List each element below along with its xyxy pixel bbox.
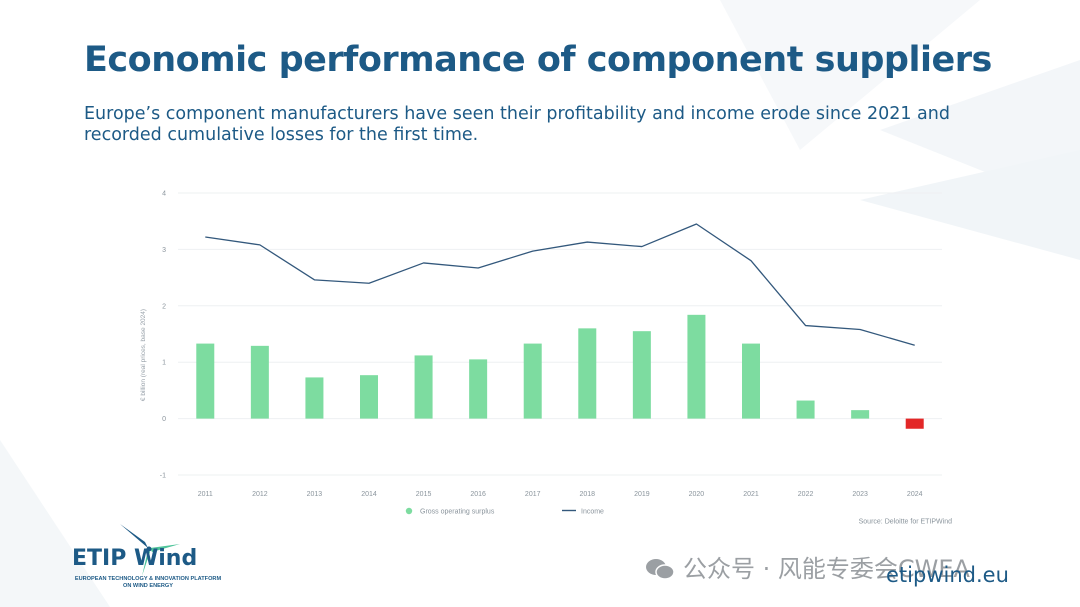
watermark: 公众号 · 风能专委会CWEA <box>645 549 970 584</box>
bar-2018 <box>578 328 597 419</box>
x-tick-label: 2024 <box>907 491 923 498</box>
x-tick-label: 2018 <box>579 491 595 498</box>
line-series <box>205 223 915 346</box>
x-tick-label: 2014 <box>361 491 377 498</box>
watermark-text: 公众号 · 风能专委会CWEA <box>683 555 970 583</box>
wind-turbine-icon <box>120 524 180 576</box>
x-tick-label: 2021 <box>743 491 759 498</box>
bar-2014 <box>360 375 378 419</box>
x-tick-label: 2015 <box>416 491 432 498</box>
bar-2013 <box>305 377 324 419</box>
y-axis-ticks: 4 3 2 1 0 -1 <box>160 191 166 480</box>
bar-2020 <box>687 314 706 419</box>
bar-2017 <box>523 343 542 419</box>
bar-2023 <box>851 410 870 419</box>
x-tick-label: 2016 <box>470 491 486 498</box>
bar-2021 <box>742 343 760 419</box>
legend-marker-surplus <box>405 507 413 515</box>
x-tick-label: 2012 <box>252 491 268 498</box>
bar-2015 <box>414 355 433 419</box>
x-tick-label: 2013 <box>307 491 323 498</box>
bar-2024 <box>905 418 924 429</box>
y-tick-label: 4 <box>162 191 166 198</box>
bar-2011 <box>196 343 215 419</box>
chart-source: Source: Deloitte for ETIPWind <box>859 519 952 526</box>
y-tick-label: 1 <box>162 360 166 367</box>
x-axis-ticks: 2011 2012 2013 2014 2015 2016 2017 2018 2019 2020… <box>198 491 923 498</box>
y-axis-label: € billion (real prices, base 2024) <box>140 309 147 401</box>
legend-label-surplus: Gross operating surplus <box>420 509 495 516</box>
bar-2022 <box>796 400 815 419</box>
logo-name: ETIP Wind <box>72 546 198 571</box>
page-title: Economic performance of component suppli… <box>84 40 992 80</box>
y-tick-label: 3 <box>162 247 166 254</box>
x-tick-label: 2022 <box>798 491 814 498</box>
bar-series <box>196 314 924 429</box>
x-tick-label: 2011 <box>198 491 213 498</box>
income-line <box>205 223 915 346</box>
page-subtitle: Europe’s component manufacturers have se… <box>84 104 950 145</box>
x-tick-label: 2017 <box>525 491 541 498</box>
x-tick-label: 2023 <box>852 491 868 498</box>
chat-icon <box>646 559 675 580</box>
y-tick-label: -1 <box>160 473 166 480</box>
y-tick-label: 2 <box>162 303 166 310</box>
chart-grid <box>178 192 942 476</box>
legend-label-income: Income <box>581 509 604 516</box>
website-link[interactable]: etipwind.eu <box>886 563 1009 587</box>
logo-subtitle: EUROPEAN TECHNOLOGY & INNOVATION PLATFOR… <box>74 576 222 589</box>
y-tick-label: 0 <box>162 416 166 423</box>
chart-legend: Gross operating surplus Income <box>405 507 604 516</box>
x-tick-label: 2020 <box>689 491 705 498</box>
x-tick-label: 2019 <box>634 491 650 498</box>
bar-2019 <box>632 331 651 419</box>
bar-2016 <box>469 359 488 419</box>
bar-2012 <box>250 345 269 419</box>
